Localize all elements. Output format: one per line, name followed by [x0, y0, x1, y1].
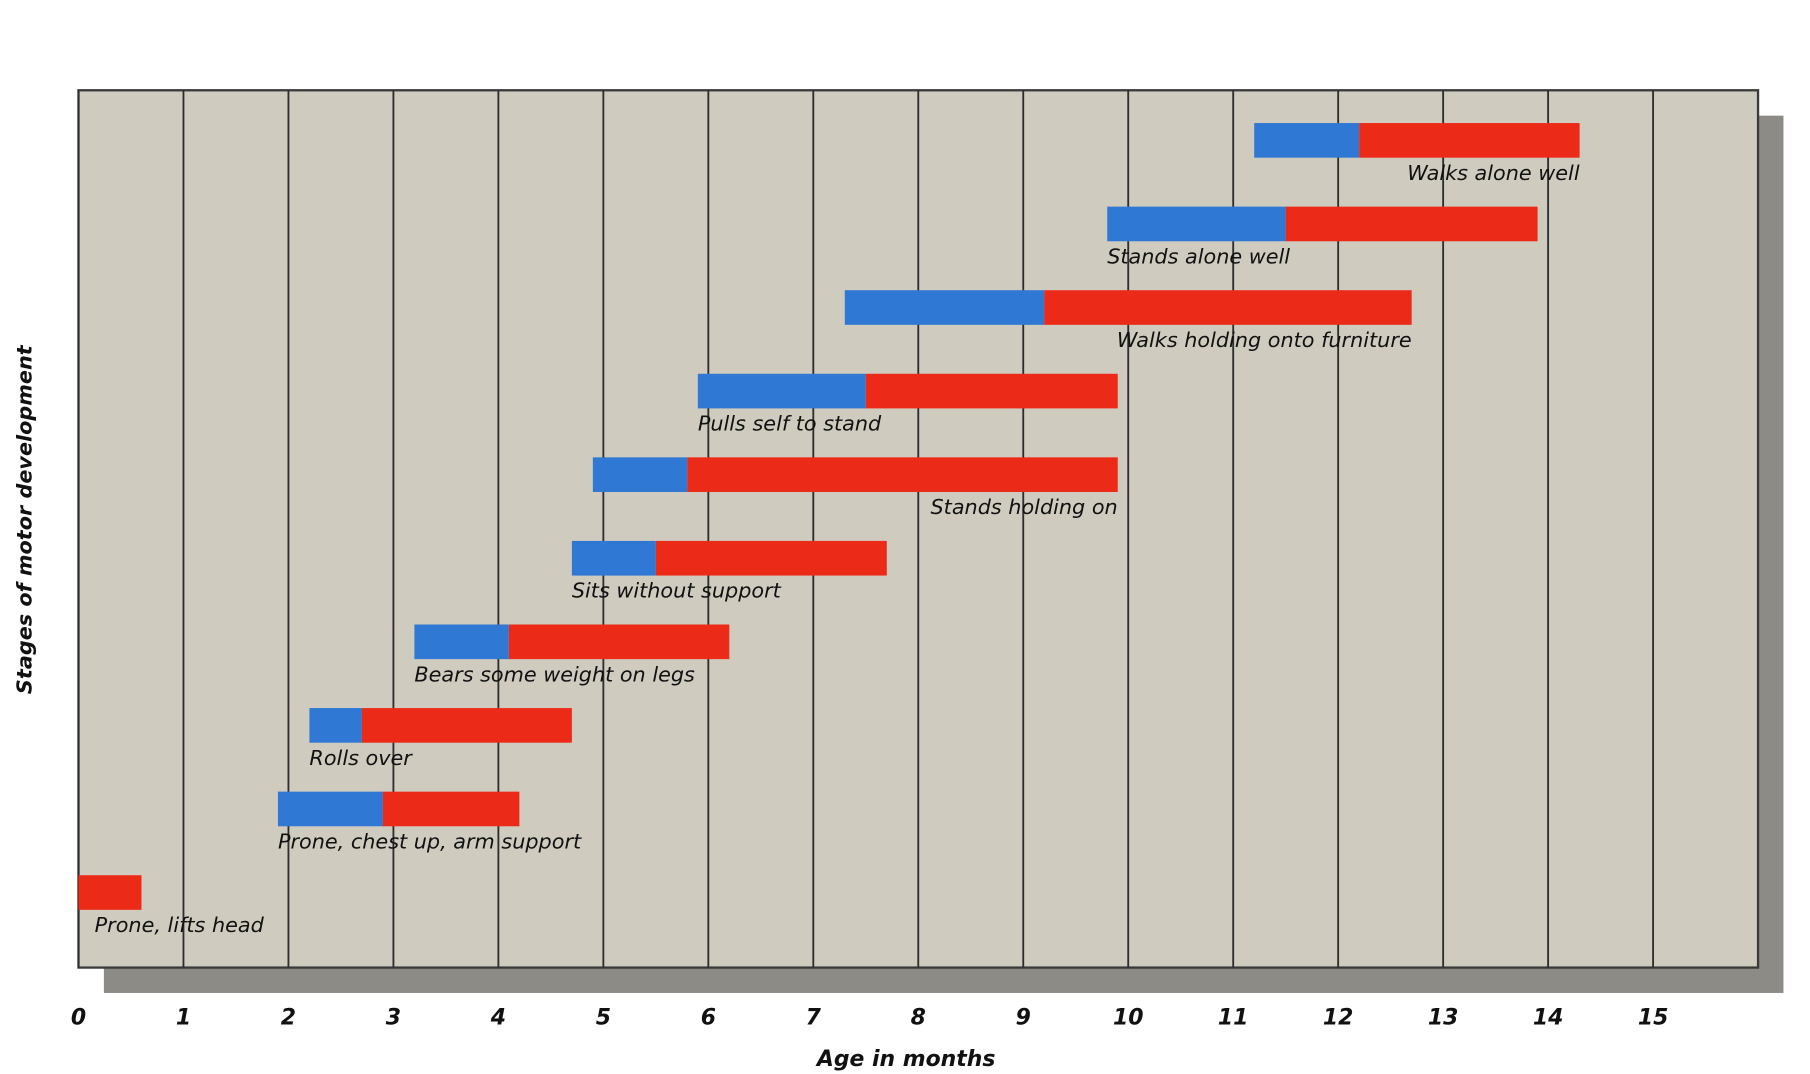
- bar-segment-late: [78, 875, 142, 910]
- x-tick-label: 7: [806, 1005, 822, 1030]
- x-tick-label: 4: [490, 1005, 506, 1030]
- x-tick-label: 0: [71, 1005, 86, 1030]
- bar-segment-late: [382, 791, 520, 827]
- x-tick-label: 11: [1218, 1005, 1249, 1030]
- bar-label: Walks alone well: [1407, 161, 1580, 185]
- x-tick-label: 9: [1016, 1005, 1031, 1030]
- bar-segment-late: [1285, 206, 1538, 242]
- bar-label: Prone, lifts head: [95, 913, 265, 937]
- bar-label: Bears some weight on legs: [414, 662, 695, 686]
- bar-segment-early: [1254, 123, 1360, 158]
- bar-label: Stands alone well: [1107, 244, 1290, 268]
- x-tick-label: 14: [1533, 1005, 1564, 1030]
- bar-segment-early: [277, 791, 383, 827]
- bar-segment-early: [1107, 206, 1286, 242]
- bar-segment-late: [655, 540, 887, 576]
- bar-segment-late: [1359, 123, 1580, 158]
- bar-segment-late: [508, 624, 730, 660]
- bar-segment-late: [687, 457, 1118, 492]
- x-tick-label: 6: [701, 1005, 716, 1030]
- x-tick-label: 12: [1323, 1005, 1354, 1030]
- bar-label: Stands holding on: [931, 495, 1118, 519]
- bar-label: Rolls over: [309, 746, 413, 770]
- x-axis-label: Age in months: [815, 1047, 996, 1072]
- bar-segment-early: [309, 708, 362, 743]
- x-tick-label: 5: [596, 1005, 611, 1030]
- bar-segment-late: [865, 373, 1118, 409]
- x-tick-label: 13: [1428, 1005, 1459, 1030]
- x-tick-label: 8: [911, 1005, 926, 1030]
- bar-segment-early: [592, 457, 688, 492]
- y-axis-label: Stages of motor development: [12, 344, 36, 694]
- x-tick-label: 2: [281, 1005, 296, 1030]
- bar-segment-late: [1044, 290, 1412, 325]
- bar-label: Pulls self to stand: [698, 412, 882, 436]
- x-tick-label: 10: [1113, 1005, 1144, 1030]
- bar-segment-early: [697, 373, 866, 409]
- bar-label: Walks holding onto furniture: [1117, 328, 1412, 352]
- bar-label: Prone, chest up, arm support: [278, 829, 582, 853]
- x-tick-label: 1: [176, 1005, 191, 1030]
- bar-segment-early: [414, 624, 509, 660]
- x-tick-label: 3: [386, 1005, 401, 1030]
- x-tick-label: 15: [1638, 1005, 1669, 1030]
- bar-segment-late: [361, 708, 572, 743]
- bar-segment-early: [844, 290, 1045, 325]
- bar-segment-early: [571, 540, 656, 576]
- bar-label: Sits without support: [572, 579, 782, 603]
